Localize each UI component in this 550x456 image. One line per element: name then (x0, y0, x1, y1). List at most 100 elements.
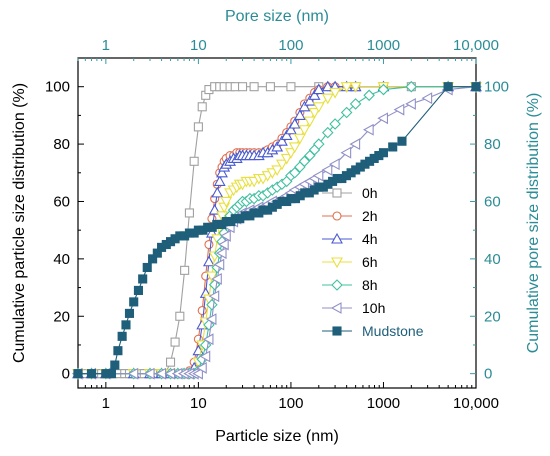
y-axis-label: Cumulative particle size distribution (%… (11, 83, 28, 363)
data-point-10h-11 (192, 367, 203, 380)
data-point-0h-25 (197, 102, 207, 112)
x-axis-bottom: 1 10 100 1000 10,000 (77, 382, 499, 412)
legend-item-Mudstone: Mudstone (322, 323, 424, 339)
data-point-6h-34 (271, 165, 284, 177)
data-point-6h-43 (312, 102, 325, 113)
legend-label-8h: 8h (362, 277, 378, 293)
x-tick-label-3: 1000 (367, 395, 400, 412)
data-point-10h-3 (127, 367, 139, 380)
data-point-6h-47 (349, 82, 362, 93)
legend-marker-0h (332, 188, 342, 198)
data-point-4h-39 (293, 109, 306, 120)
x2-tick-label-3: 1000 (367, 37, 400, 54)
data-point-10h-50 (393, 103, 405, 116)
legend-label-Mudstone: Mudstone (362, 323, 424, 339)
legend-marker-Mudstone (332, 326, 342, 336)
data-point-10h-12 (196, 361, 207, 374)
data-point-6h-15 (205, 271, 218, 283)
x-tick-label-1: 10 (190, 395, 207, 412)
data-point-6h-45 (329, 87, 342, 99)
legend-item-10h: 10h (322, 300, 385, 316)
data-point-4h-42 (308, 89, 321, 100)
data-point-6h-44 (321, 93, 334, 105)
y2-tick-label-3: 60 (484, 193, 501, 210)
data-point-10h-19 (215, 247, 227, 260)
data-point-Mudstone-67 (471, 82, 481, 92)
data-point-10h-49 (377, 112, 389, 125)
data-point-Mudstone-12 (142, 262, 152, 273)
data-point-4h-36 (280, 129, 293, 141)
legend-marker-8h (331, 279, 343, 291)
data-point-0h-22 (184, 208, 194, 218)
y2-tick-label-2: 40 (484, 251, 501, 268)
data-point-6h-40 (298, 125, 311, 136)
series-Mudstone (73, 82, 481, 379)
data-point-0h-33 (237, 82, 248, 92)
data-point-0h-36 (286, 82, 296, 92)
data-point-6h-19 (216, 211, 228, 222)
x-axis-top: 1 10 100 1000 10,000 (77, 37, 499, 64)
legend-label-2h: 2h (362, 208, 378, 224)
y2-tick-label-4: 80 (484, 136, 501, 153)
data-point-4h-14 (203, 255, 215, 267)
x-tick-label-4: 10,000 (453, 395, 499, 412)
data-point-10h-43 (312, 169, 324, 182)
data-point-8h-45 (329, 118, 341, 130)
y-tick-label-0: 0 (62, 366, 70, 383)
legend-label-0h: 0h (362, 185, 378, 201)
data-point-6h-36 (280, 153, 293, 165)
data-point-8h-46 (340, 106, 353, 119)
data-point-6h-41 (303, 116, 316, 128)
data-point-0h-18 (165, 357, 176, 367)
data-point-6h-38 (288, 142, 301, 154)
data-point-8h-50 (405, 80, 418, 93)
y-tick-label-2: 40 (53, 251, 70, 268)
data-point-8h-49 (377, 83, 390, 96)
x2-axis-label: Pore size (nm) (225, 8, 329, 25)
x-tick-label-2: 100 (278, 395, 303, 412)
data-point-10h-52 (421, 92, 433, 105)
data-point-10h-4 (143, 367, 155, 380)
data-point-10h-47 (349, 138, 361, 151)
data-point-Mudstone-13 (148, 254, 158, 264)
data-point-10h-21 (220, 229, 231, 242)
data-point-0h-21 (180, 265, 190, 275)
data-point-Mudstone-11 (138, 274, 148, 284)
data-point-Mudstone-66 (443, 82, 453, 92)
data-point-2h-12 (197, 305, 207, 316)
data-point-Mudstone-4 (110, 360, 120, 370)
data-point-Mudstone-0 (73, 369, 83, 379)
legend-marker-2h (332, 211, 342, 221)
x2-tick-label-2: 100 (278, 37, 303, 54)
data-point-0h-23 (189, 156, 199, 166)
data-point-4h-17 (211, 186, 224, 198)
y2-tick-label-0: 0 (484, 366, 492, 383)
data-point-10h-44 (321, 163, 333, 176)
data-point-Mudstone-10 (133, 285, 143, 295)
x2-tick-label-0: 1 (102, 37, 110, 54)
x-tick-label-0: 1 (102, 395, 110, 412)
legend-item-8h: 8h (322, 277, 378, 293)
data-point-Mudstone-1 (86, 369, 97, 379)
x-axis-label: Particle size (nm) (215, 428, 339, 445)
data-point-0h-34 (249, 82, 259, 92)
data-point-4h-38 (288, 117, 301, 129)
data-point-Mudstone-6 (117, 331, 127, 341)
legend-marker-6h (331, 257, 343, 269)
legend-item-6h: 6h (322, 254, 378, 270)
data-point-10h-16 (208, 290, 220, 303)
legend-item-0h: 0h (322, 185, 378, 201)
x2-tick-label-1: 10 (190, 37, 207, 54)
data-point-6h-46 (340, 82, 353, 93)
data-point-6h-21 (220, 196, 233, 208)
data-point-10h-20 (218, 238, 229, 251)
legend-label-4h: 4h (362, 231, 378, 247)
y-tick-label-3: 60 (53, 193, 70, 210)
data-point-Mudstone-3 (106, 369, 117, 379)
data-point-10h-45 (328, 158, 340, 171)
legend-item-4h: 4h (322, 231, 378, 247)
data-point-Mudstone-64 (388, 142, 398, 152)
data-point-Mudstone-5 (113, 346, 123, 356)
data-point-Mudstone-9 (129, 297, 139, 307)
legend: 0h 2h 4h 6h 8h 10h Mudstone (322, 185, 424, 339)
